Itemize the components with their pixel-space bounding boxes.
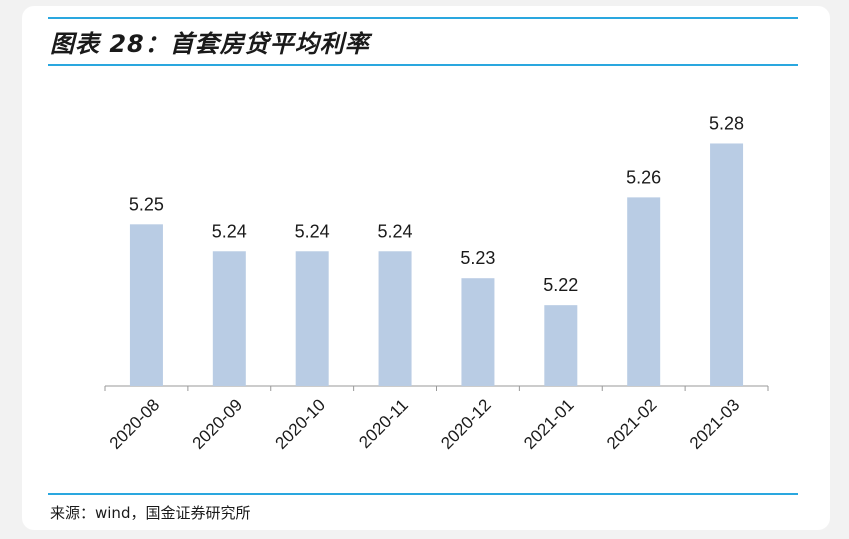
bar xyxy=(129,224,163,386)
data-label: 5.24 xyxy=(212,221,247,241)
bar xyxy=(627,197,661,386)
title-top-rule xyxy=(48,17,798,19)
data-label: 5.28 xyxy=(709,113,744,133)
bar xyxy=(378,251,412,386)
bar xyxy=(212,251,246,386)
data-label: 5.26 xyxy=(626,167,661,187)
source-top-rule xyxy=(48,493,798,495)
plot-area: 5.25 2020-08 5.24 2020-09 5.24 2020-10 5.24 202… xyxy=(104,113,769,453)
data-label: 5.22 xyxy=(543,275,578,295)
x-tick-label: 2021-01 xyxy=(520,395,578,453)
page-title: 图表 28：首套房贷平均利率 xyxy=(50,30,370,58)
x-tick-label: 2020-10 xyxy=(271,395,329,453)
x-tick-label: 2020-12 xyxy=(437,395,495,453)
bar xyxy=(710,143,744,386)
x-tick-label: 2020-08 xyxy=(106,395,164,453)
bar xyxy=(295,251,329,386)
source-note: 来源：wind，国金证券研究所 xyxy=(50,504,251,522)
x-tick-label: 2021-03 xyxy=(686,395,744,453)
bar xyxy=(461,278,495,386)
x-tick-label: 2021-02 xyxy=(603,395,661,453)
data-label: 5.24 xyxy=(295,221,330,241)
bar xyxy=(544,305,578,386)
title-bottom-rule xyxy=(48,64,798,66)
x-tick-label: 2020-11 xyxy=(355,395,412,452)
data-label: 5.24 xyxy=(378,221,413,241)
data-label: 5.25 xyxy=(129,194,164,214)
x-tick-label: 2020-09 xyxy=(189,395,247,453)
data-label: 5.23 xyxy=(460,248,495,268)
